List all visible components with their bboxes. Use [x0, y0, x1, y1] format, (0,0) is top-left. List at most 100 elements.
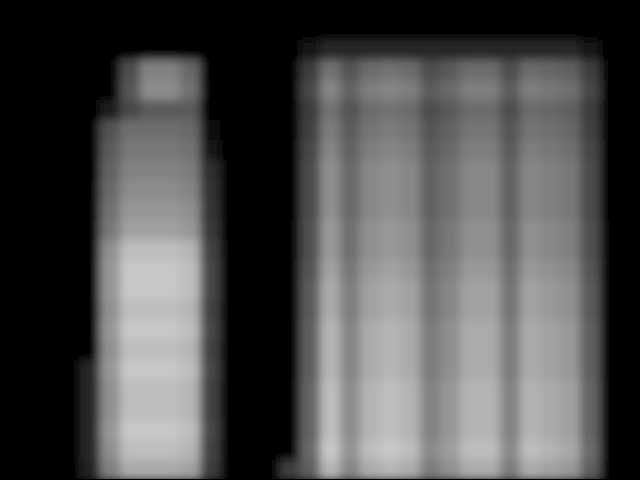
cell: [300, 100, 321, 121]
cell: [400, 240, 421, 261]
cell: [520, 200, 541, 221]
cell: [280, 0, 301, 21]
cell: [180, 440, 201, 461]
cell: [260, 260, 281, 281]
cell: [440, 380, 461, 401]
cell: [180, 140, 201, 161]
cell: [360, 100, 381, 121]
cell: [180, 60, 201, 81]
cell: [400, 280, 421, 301]
cell: [440, 280, 461, 301]
cell: [500, 260, 521, 281]
cell: [440, 160, 461, 181]
cell: [240, 80, 261, 101]
cell: [620, 120, 640, 141]
cell: [380, 20, 401, 41]
cell: [580, 260, 601, 281]
cell: [140, 40, 161, 61]
cell: [360, 420, 381, 441]
cells: [0, 0, 640, 480]
cell: [320, 280, 341, 301]
cell: [260, 380, 281, 401]
cell: [520, 360, 541, 381]
cell: [140, 60, 161, 81]
cell: [360, 460, 381, 480]
cell: [200, 380, 221, 401]
cell: [160, 280, 181, 301]
cell: [300, 440, 321, 461]
cell: [520, 260, 541, 281]
cell: [580, 400, 601, 421]
cell: [560, 20, 581, 41]
cell: [140, 380, 161, 401]
cell: [360, 440, 381, 461]
cell: [280, 460, 301, 480]
cell: [300, 180, 321, 201]
cell: [360, 0, 381, 21]
cell: [140, 220, 161, 241]
cell: [600, 460, 621, 480]
cell: [580, 80, 601, 101]
cell: [320, 160, 341, 181]
cell: [480, 100, 501, 121]
cell: [340, 140, 361, 161]
cell: [480, 400, 501, 421]
cell: [400, 60, 421, 81]
cell: [520, 220, 541, 241]
cell: [360, 40, 381, 61]
cell: [600, 160, 621, 181]
cell: [380, 460, 401, 480]
cell: [120, 380, 141, 401]
cell: [120, 180, 141, 201]
cell: [620, 200, 640, 221]
cell: [240, 180, 261, 201]
cell: [360, 140, 381, 161]
cell: [180, 360, 201, 381]
cell: [240, 160, 261, 181]
cell: [120, 120, 141, 141]
cell: [380, 380, 401, 401]
cell: [20, 300, 41, 321]
cell: [240, 260, 261, 281]
cell: [560, 200, 581, 221]
cell: [200, 340, 221, 361]
cell: [320, 440, 341, 461]
cell: [440, 320, 461, 341]
cell: [380, 120, 401, 141]
cell: [280, 340, 301, 361]
cell: [460, 340, 481, 361]
cell: [580, 20, 601, 41]
cell: [500, 160, 521, 181]
cell: [140, 300, 161, 321]
cell: [280, 200, 301, 221]
cell: [480, 160, 501, 181]
cell: [120, 80, 141, 101]
cell: [600, 340, 621, 361]
cell: [60, 440, 81, 461]
cell: [540, 440, 561, 461]
cell: [200, 40, 221, 61]
cell: [280, 400, 301, 421]
cell: [520, 300, 541, 321]
cell: [240, 200, 261, 221]
cell: [80, 0, 101, 21]
cell: [240, 420, 261, 441]
cell: [560, 80, 581, 101]
cell: [100, 460, 121, 480]
cell: [560, 400, 581, 421]
cell: [140, 420, 161, 441]
cell: [220, 20, 241, 41]
cell: [340, 460, 361, 480]
cell: [560, 360, 581, 381]
cell: [280, 160, 301, 181]
cell: [340, 420, 361, 441]
cell: [120, 280, 141, 301]
cell: [440, 400, 461, 421]
cell: [400, 380, 421, 401]
cell: [260, 420, 281, 441]
cell: [420, 0, 441, 21]
cell: [20, 400, 41, 421]
cell: [360, 300, 381, 321]
cell: [240, 380, 261, 401]
cell: [220, 100, 241, 121]
